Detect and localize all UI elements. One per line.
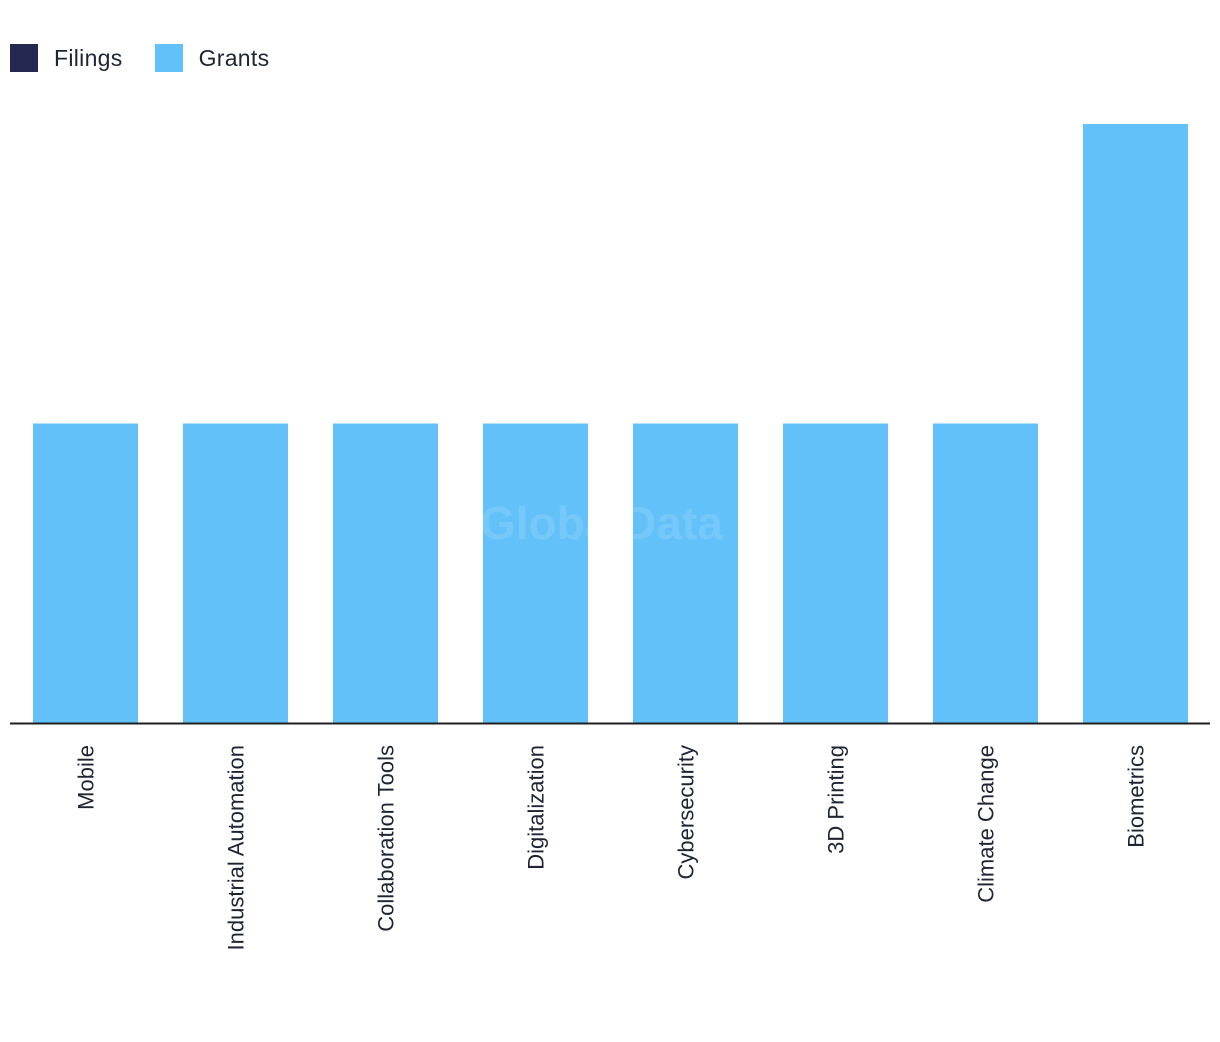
bar-grants-3d-printing[interactable] (783, 423, 888, 724)
bar-grants-collaboration-tools[interactable] (333, 423, 438, 724)
legend-label-filings: Filings (54, 44, 123, 71)
legend: Filings Grants (10, 44, 301, 72)
bar-grants-cybersecurity[interactable] (633, 423, 738, 724)
bar-grants-industrial-automation[interactable] (183, 423, 288, 724)
x-tick-label: Digitalization (524, 745, 549, 870)
legend-item-filings[interactable]: Filings (10, 44, 123, 72)
x-tick-label: Collaboration Tools (374, 745, 399, 932)
x-tick-label: Biometrics (1124, 745, 1149, 848)
legend-item-grants[interactable]: Grants (154, 44, 270, 72)
x-tick-label: Cybersecurity (674, 745, 699, 879)
x-tick-label: Climate Change (974, 745, 999, 903)
x-tick-label: Mobile (74, 745, 99, 810)
bar-grants-mobile[interactable] (33, 423, 138, 724)
x-tick-label: 3D Printing (824, 745, 849, 854)
bar-grants-climate-change[interactable] (933, 423, 1038, 724)
legend-label-grants: Grants (198, 44, 270, 71)
bar-grants-digitalization[interactable] (483, 423, 588, 724)
filings-swatch (10, 44, 38, 72)
grants-swatch (154, 44, 183, 72)
x-tick-label: Industrial Automation (224, 745, 249, 950)
bar-grants-biometrics[interactable] (1083, 124, 1188, 723)
